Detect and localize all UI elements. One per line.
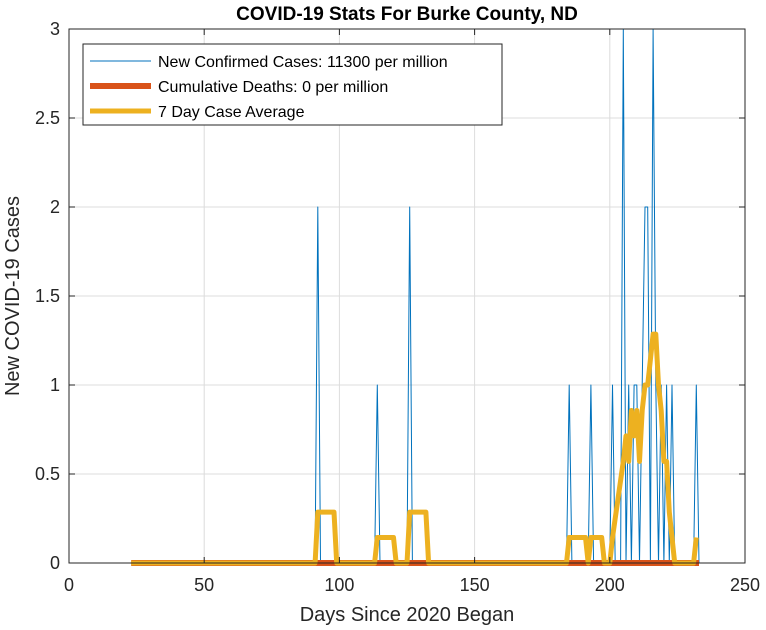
y-tick-label-5: 2.5	[35, 108, 60, 128]
x-tick-label-5: 250	[730, 575, 760, 595]
legend-box	[82, 43, 503, 126]
x-axis-ticks: 0 50 100 150 200 250	[64, 29, 760, 595]
series-line-2	[131, 331, 699, 566]
x-tick-label-4: 200	[595, 575, 625, 595]
x-axis-label: Days Since 2020 Began	[300, 604, 515, 626]
y-tick-label-1: 0.5	[35, 464, 60, 484]
legend: New Confirmed Cases: 11300 per million Cu…	[82, 43, 503, 126]
y-tick-label-4: 2	[50, 197, 60, 217]
x-tick-label-3: 150	[460, 575, 490, 595]
x-tick-label-1: 50	[194, 575, 214, 595]
y-axis-ticks: 0 0.5 1 1.5 2 2.5 3	[35, 19, 745, 573]
y-tick-label-3: 1.5	[35, 286, 60, 306]
legend-label-0: New Confirmed Cases: 11300 per million	[158, 54, 448, 71]
chart-title: COVID-19 Stats For Burke County, ND	[236, 4, 578, 25]
x-tick-label-2: 100	[324, 575, 354, 595]
y-axis-label: New COVID-19 Cases	[2, 196, 24, 396]
legend-label-1: Cumulative Deaths: 0 per million	[158, 79, 388, 96]
x-tick-label-0: 0	[64, 575, 74, 595]
y-tick-label-0: 0	[50, 553, 60, 573]
legend-label-2: 7 Day Case Average	[158, 104, 305, 121]
series-line-0	[131, 28, 700, 564]
y-tick-label-2: 1	[50, 375, 60, 395]
y-tick-label-6: 3	[50, 19, 60, 39]
